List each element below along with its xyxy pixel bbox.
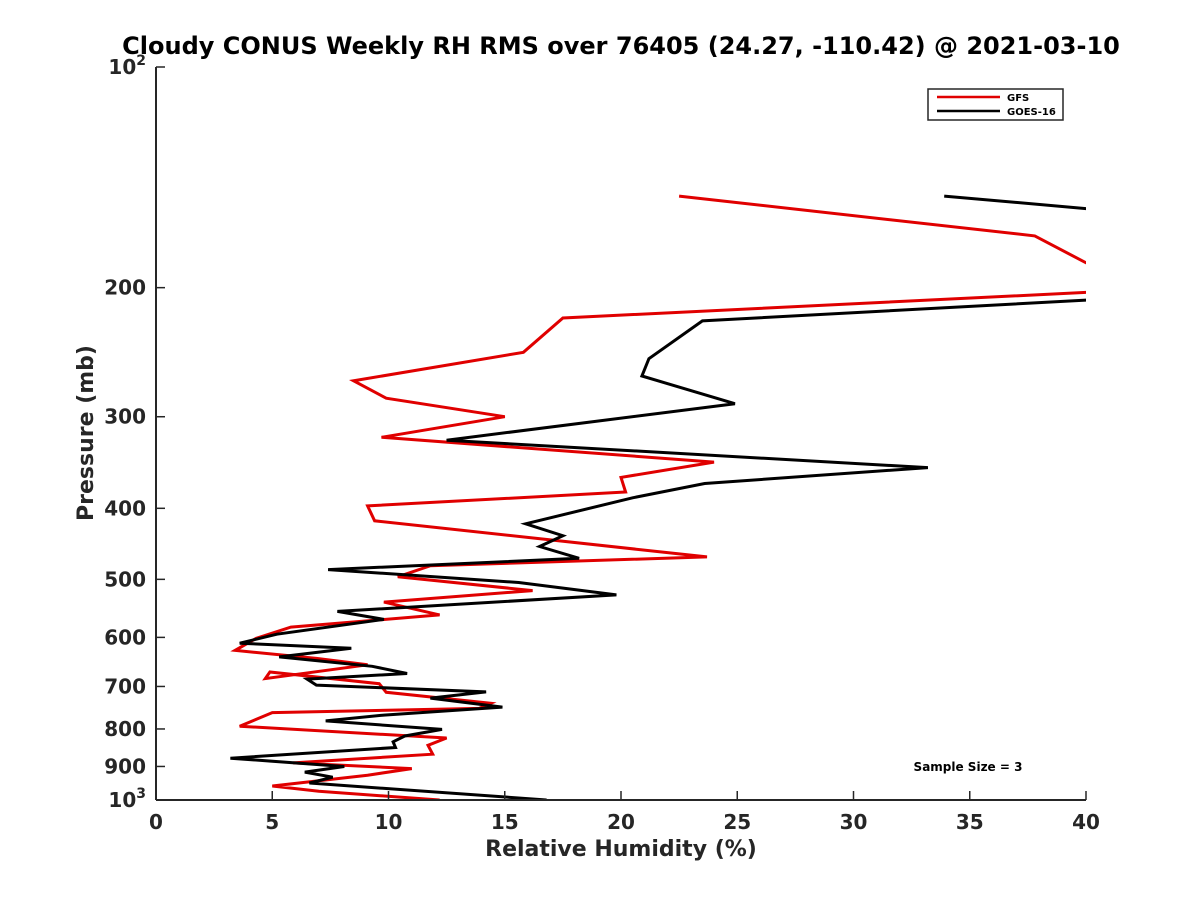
x-ticks: 0 5 10 15 20 25 30 35 40 [149, 791, 1100, 834]
y-tick-label: 200 [104, 276, 146, 300]
x-tick-label: 20 [607, 810, 635, 834]
chart-title: Cloudy CONUS Weekly RH RMS over 76405 (2… [122, 32, 1120, 60]
y-tick-label: 102 [108, 53, 146, 79]
y-tick-label: 800 [104, 717, 146, 741]
x-tick-label: 15 [491, 810, 519, 834]
x-axis-label: Relative Humidity (%) [485, 837, 757, 862]
x-tick-label: 5 [265, 810, 279, 834]
y-axis-label: Pressure (mb) [74, 345, 99, 521]
sample-size-annotation: Sample Size = 3 [914, 760, 1023, 774]
legend-label-gfs: GFS [1007, 93, 1029, 104]
x-tick-label: 30 [840, 810, 868, 834]
x-tick-label: 40 [1072, 810, 1100, 834]
y-tick-label: 900 [104, 754, 146, 778]
legend-box [927, 88, 1064, 121]
y-tick-label: 300 [104, 405, 146, 429]
x-tick-label: 35 [956, 810, 984, 834]
x-tick-label: 0 [149, 810, 163, 834]
x-tick-label: 10 [375, 810, 403, 834]
y-ticks: 102 200 300 400 500 600 700 800 900 103 [104, 53, 165, 812]
y-tick-label: 700 [104, 674, 146, 698]
legend: GFS GOES-16 [927, 88, 1064, 121]
y-tick-label: 400 [104, 496, 146, 520]
legend-label-goes16: GOES-16 [1007, 107, 1056, 118]
axes [155, 67, 1086, 801]
y-tick-label: 103 [108, 786, 146, 812]
series-group [230, 194, 1086, 800]
x-tick-label: 25 [723, 810, 751, 834]
series-line-gfs [230, 194, 1086, 800]
y-tick-label: 500 [104, 567, 146, 591]
series-line-goes16 [230, 194, 1086, 800]
y-tick-label: 600 [104, 625, 146, 649]
